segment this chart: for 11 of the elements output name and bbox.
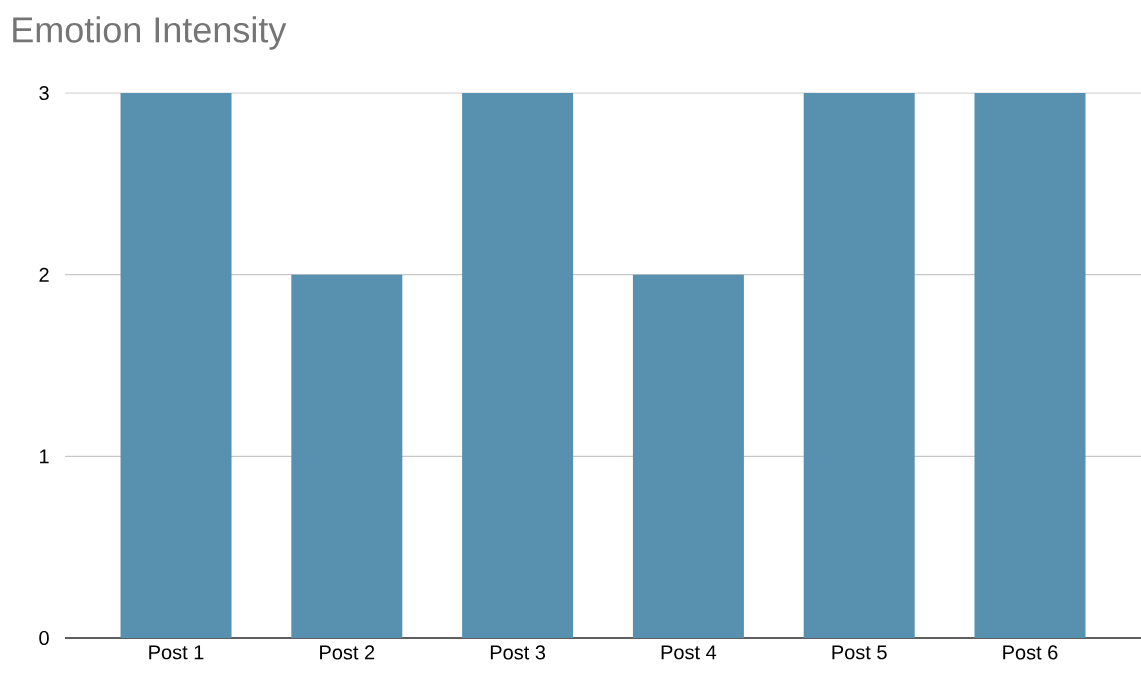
chart-title: Emotion Intensity	[13, 16, 287, 50]
y-tick-label: 3	[39, 85, 49, 101]
x-tick-label: Post 2	[320, 645, 375, 660]
y-tick-label: 0	[39, 630, 49, 646]
y-tick-label: 1	[40, 449, 49, 464]
x-tick-label: Post 3	[490, 645, 546, 660]
x-tick-label: Post 5	[832, 645, 887, 660]
y-tick-label: 2	[39, 267, 49, 282]
x-tick-label: Post 4	[661, 645, 717, 660]
x-tick-label: Post 1	[149, 645, 204, 660]
x-tick-label: Post 6	[1003, 645, 1058, 660]
